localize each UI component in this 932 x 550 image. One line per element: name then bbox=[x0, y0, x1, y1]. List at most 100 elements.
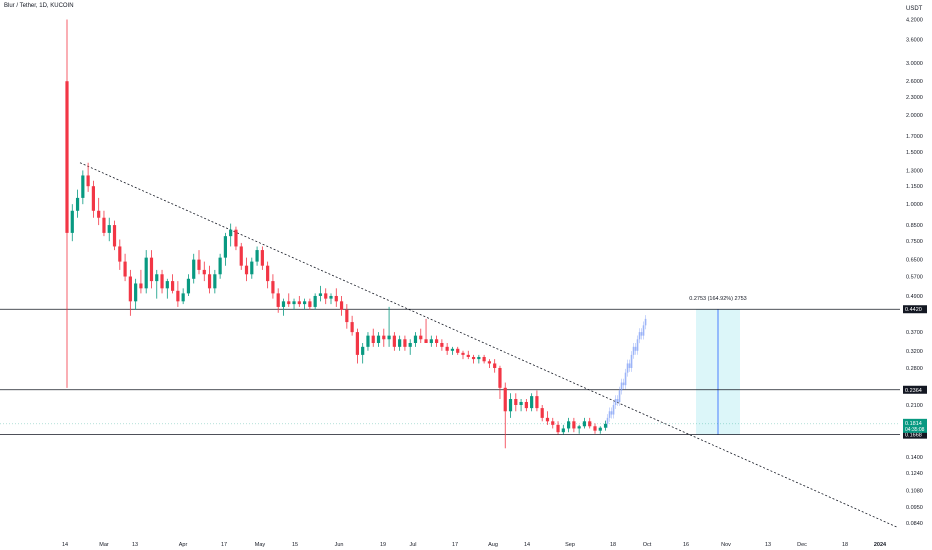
candle-body bbox=[572, 421, 576, 429]
candle bbox=[292, 298, 296, 310]
current-price-label-bg bbox=[903, 418, 927, 433]
projection-candle bbox=[622, 378, 625, 390]
time-tick-label: 18 bbox=[610, 542, 616, 548]
candle-body bbox=[171, 281, 175, 291]
level-label: 0.4420 bbox=[905, 307, 922, 313]
candle bbox=[123, 253, 127, 282]
level-label: 0.2364 bbox=[905, 388, 922, 394]
candle-body bbox=[155, 274, 159, 282]
candle-body bbox=[540, 408, 544, 418]
projection-candle bbox=[636, 335, 639, 355]
price-countdown: 04:35:08 bbox=[905, 427, 925, 433]
projection-body bbox=[636, 339, 639, 351]
candle-body bbox=[181, 293, 185, 302]
price-tick-label: 2.0000 bbox=[906, 113, 923, 119]
time-tick-label: Sep bbox=[565, 542, 575, 548]
candle bbox=[176, 281, 180, 307]
candle-body bbox=[271, 281, 275, 294]
candle-body bbox=[308, 301, 312, 307]
candle bbox=[303, 298, 307, 310]
price-tick-label: 0.6500 bbox=[906, 258, 923, 264]
candle-body bbox=[471, 356, 476, 360]
projection-candle bbox=[614, 395, 617, 409]
time-axis: 14 Mar 13 Apr 17 May 15 Jun 19 Jul 17 Aug 14 Sep 18 Oct… bbox=[62, 542, 887, 548]
candle-body bbox=[75, 197, 80, 211]
candle bbox=[234, 226, 238, 251]
candle-body bbox=[207, 274, 212, 289]
time-tick-label: Jun bbox=[335, 542, 344, 548]
candle-body bbox=[493, 363, 497, 368]
candle bbox=[376, 332, 381, 347]
projection-body bbox=[618, 390, 621, 402]
candle bbox=[318, 285, 323, 302]
level-label-bg bbox=[903, 430, 927, 439]
candle-body bbox=[213, 274, 217, 289]
candle bbox=[86, 162, 90, 192]
price-tick-label: 1.1500 bbox=[906, 184, 923, 190]
price-tick-label: 0.2100 bbox=[906, 403, 923, 409]
projection-body bbox=[606, 417, 609, 424]
candle-body bbox=[91, 186, 95, 211]
candle-body bbox=[461, 352, 465, 355]
candle-body bbox=[551, 421, 555, 425]
time-tick-label: 17 bbox=[221, 542, 227, 548]
candle bbox=[603, 420, 608, 431]
candle bbox=[398, 335, 402, 351]
projection-candle bbox=[606, 414, 609, 428]
candle-body bbox=[376, 335, 381, 343]
projection-candle bbox=[618, 386, 621, 406]
candle bbox=[75, 189, 80, 218]
currency-label: USDT bbox=[906, 6, 923, 12]
candle-body bbox=[593, 426, 597, 431]
candle-body bbox=[318, 293, 323, 296]
candle-body bbox=[218, 257, 222, 275]
candle bbox=[287, 293, 291, 307]
time-tick-label: 2024 bbox=[874, 542, 887, 548]
projection-body bbox=[622, 382, 625, 386]
candle bbox=[567, 417, 571, 433]
candle-body bbox=[408, 342, 412, 347]
projection-body bbox=[628, 363, 631, 368]
candle-body bbox=[292, 301, 296, 305]
projection-body bbox=[630, 354, 633, 368]
candle bbox=[144, 250, 148, 294]
projection-candles bbox=[606, 315, 647, 428]
candle bbox=[387, 306, 391, 347]
candle bbox=[192, 253, 196, 284]
candle bbox=[81, 170, 85, 205]
candle bbox=[345, 304, 349, 329]
projection-body bbox=[616, 399, 619, 402]
candle bbox=[250, 257, 254, 279]
candle-body bbox=[482, 356, 486, 362]
time-tick-label: Dec bbox=[797, 542, 807, 548]
candle bbox=[477, 354, 481, 364]
candle-body bbox=[250, 261, 254, 275]
candle bbox=[535, 390, 539, 412]
candle bbox=[403, 335, 407, 351]
time-tick-label: 13 bbox=[132, 542, 138, 548]
candle bbox=[493, 359, 497, 373]
candle bbox=[229, 223, 233, 247]
projection-candle bbox=[638, 328, 641, 344]
candle-body bbox=[287, 301, 291, 305]
candle-body bbox=[545, 417, 550, 422]
candle bbox=[271, 274, 275, 299]
candle bbox=[471, 354, 476, 364]
candle bbox=[371, 328, 375, 347]
price-tick-label: 0.3700 bbox=[906, 330, 923, 336]
time-tick-label: Mar bbox=[99, 542, 109, 548]
price-tick-label: 3.0000 bbox=[906, 61, 923, 67]
candle bbox=[239, 242, 243, 270]
projection-body bbox=[608, 411, 611, 418]
candle bbox=[382, 328, 386, 347]
candle-body bbox=[603, 423, 608, 428]
candle-body bbox=[192, 259, 196, 279]
price-tick-label: 0.4900 bbox=[906, 294, 923, 300]
candle-body bbox=[355, 332, 359, 355]
candle bbox=[450, 346, 455, 355]
candle bbox=[366, 332, 370, 351]
candle bbox=[582, 417, 587, 429]
price-tick-label: 4.2000 bbox=[906, 18, 923, 24]
candle-body bbox=[329, 295, 333, 299]
